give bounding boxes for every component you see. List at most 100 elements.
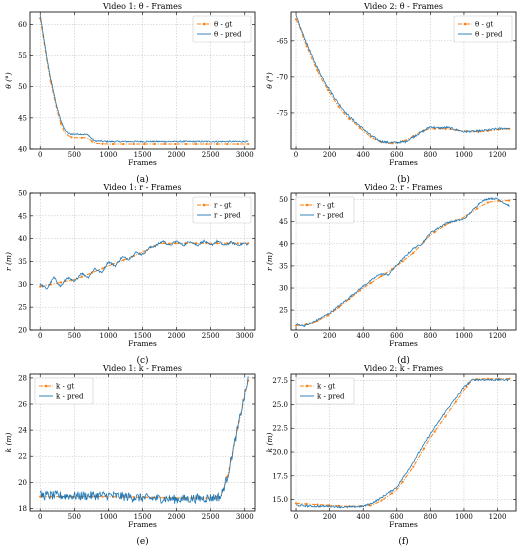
series-marker-gt — [305, 45, 308, 48]
series-line-pred — [295, 196, 510, 328]
x-tick-label: 400 — [357, 513, 370, 521]
series-marker-gt — [316, 503, 319, 506]
y-tick-label: 45 — [18, 212, 27, 220]
x-tick-label: 1000 — [455, 151, 473, 159]
y-tick-label: 40 — [279, 240, 288, 248]
legend-entry: k - pred — [317, 393, 345, 401]
x-tick-label: 200 — [323, 151, 336, 159]
y-tick-label: 22.5 — [272, 425, 288, 433]
y-tick-label: 20.0 — [272, 449, 288, 457]
y-tick-label: 40 — [18, 235, 27, 243]
x-axis-label: Frames — [389, 520, 418, 529]
series-marker-gt — [316, 69, 319, 72]
series-marker-gt — [101, 495, 104, 498]
series-marker-gt — [205, 142, 208, 146]
series-marker-gt — [247, 142, 250, 146]
series-marker-gt — [401, 480, 404, 483]
y-tick-label: 27.5 — [272, 377, 288, 385]
legend-entry: θ - gt — [475, 21, 494, 29]
series-marker-gt — [101, 142, 104, 145]
series-marker-gt — [412, 465, 415, 468]
series-line-pred — [39, 14, 249, 143]
x-tick-label: 2500 — [202, 513, 220, 521]
y-tick-label: 28 — [18, 374, 27, 382]
x-axis-label: Frames — [389, 158, 418, 167]
x-tick-label: 200 — [323, 332, 336, 340]
y-tick-label: 25.0 — [272, 401, 288, 409]
series-marker-gt — [111, 142, 115, 146]
series-marker-gt — [390, 142, 394, 145]
y-tick-label: 40 — [18, 146, 27, 154]
x-axis-label: Frames — [128, 520, 157, 529]
x-tick-label: 1500 — [134, 513, 152, 521]
x-tick-label: 0 — [38, 513, 42, 521]
x-tick-label: 0 — [294, 513, 298, 521]
x-tick-label: 2500 — [202, 151, 220, 159]
chart-title: Video 1: r - Frames — [103, 183, 182, 192]
x-tick-label: 3000 — [236, 151, 254, 159]
series-marker-gt — [337, 306, 340, 309]
series-marker-gt — [122, 258, 125, 262]
x-tick-label: 500 — [68, 332, 81, 340]
plot-frame — [290, 11, 517, 150]
y-tick-label: -75 — [277, 109, 288, 117]
plot-frame — [290, 373, 517, 512]
series-marker-gt — [486, 201, 490, 204]
x-tick-label: 200 — [323, 513, 336, 521]
series-marker-gt — [143, 250, 146, 253]
x-tick-label: 600 — [390, 151, 403, 159]
legend: θ - gt θ - pred — [192, 15, 252, 43]
series-marker-gt — [358, 126, 362, 130]
legend: r - gt r - pred — [295, 196, 355, 224]
y-tick-label: 45 — [18, 114, 27, 122]
chart-panel-2: Video 2: θ - Frames 0 200 400 600 800 1000 1200… — [265, 2, 517, 185]
series-marker-gt — [226, 142, 229, 146]
y-tick-label: 45 — [279, 218, 288, 226]
panel-caption: (d) — [397, 355, 410, 366]
series-marker-gt — [80, 275, 83, 278]
x-tick-label: 1500 — [134, 332, 152, 340]
x-axis-label: Frames — [128, 339, 157, 348]
series-marker-gt — [422, 447, 426, 450]
y-tick-label: 17.5 — [272, 472, 288, 480]
series-marker-gt — [369, 281, 372, 285]
plot-frame — [29, 373, 256, 512]
y-tick-label: 25 — [279, 307, 288, 315]
y-tick-label: 18 — [18, 505, 27, 513]
x-tick-label: 1000 — [455, 513, 473, 521]
plot-frame — [29, 192, 256, 331]
legend-entry: r - pred — [317, 212, 344, 220]
series-marker-gt — [143, 142, 146, 146]
y-tick-label: -65 — [277, 37, 288, 45]
series-marker-gt — [326, 504, 330, 507]
series-marker-gt — [294, 502, 298, 505]
series-line-pred — [296, 377, 510, 509]
panel-caption: (f) — [398, 536, 408, 547]
series-marker-gt — [215, 142, 219, 146]
legend-entry: k - gt — [56, 383, 75, 391]
series-marker-gt — [236, 242, 239, 245]
x-tick-label: 1500 — [134, 151, 152, 159]
series-marker-gt — [70, 136, 73, 139]
y-tick-label: 50 — [279, 196, 288, 204]
y-tick-label: 30 — [18, 281, 27, 289]
series-marker-gt — [390, 492, 394, 495]
series-marker-gt — [236, 142, 239, 146]
series-marker-gt — [412, 251, 415, 254]
series-marker-gt — [380, 274, 383, 278]
series-marker-gt — [476, 207, 479, 210]
y-tick-label: 35 — [18, 258, 27, 266]
panel-caption: (b) — [397, 174, 410, 185]
x-tick-label: 0 — [38, 151, 42, 159]
series-marker-gt — [486, 377, 490, 380]
x-tick-label: 2000 — [168, 513, 186, 521]
y-tick-label: 20 — [18, 479, 27, 487]
x-tick-label: 1000 — [99, 151, 117, 159]
y-tick-label: 25 — [18, 304, 27, 312]
x-tick-label: 400 — [357, 332, 370, 340]
series-marker-gt — [444, 415, 447, 418]
series-line-gt — [39, 18, 249, 145]
series-marker-gt — [454, 400, 458, 403]
plot-frame — [290, 192, 517, 331]
